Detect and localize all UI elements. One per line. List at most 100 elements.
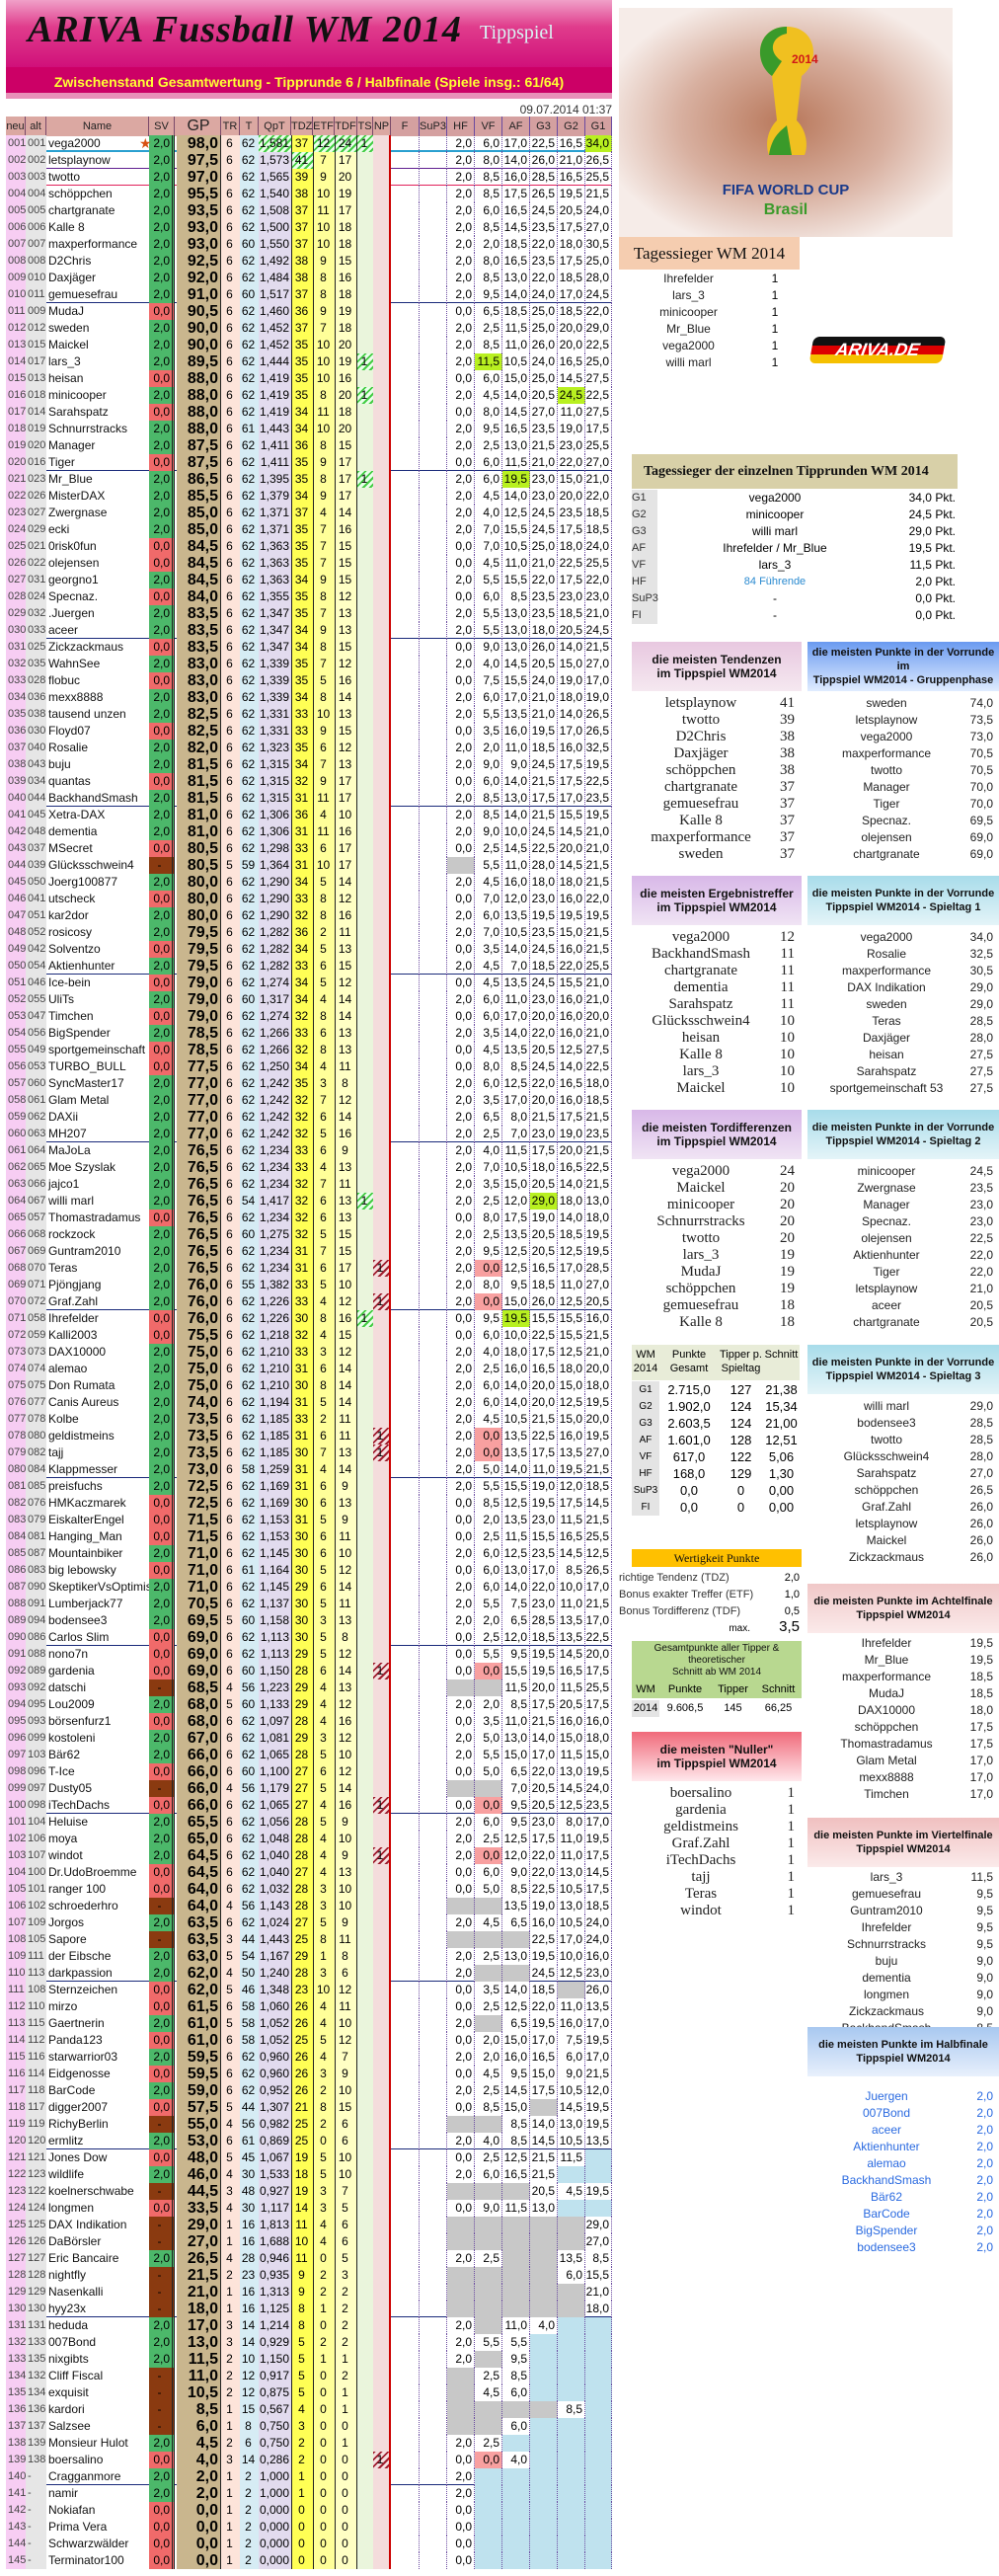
cell-name[interactable]: Nasenkalli — [48, 2285, 104, 2299]
list-name[interactable]: Maickel — [676, 1080, 726, 1096]
cell-name[interactable]: Daxjäger — [48, 271, 97, 284]
list-name[interactable]: Manager — [863, 1198, 910, 1211]
table-row[interactable]: 072 059 Kalli2003 0,0 75,5 6 62 1,218 32 4 15 0,0 6,… — [6, 1327, 612, 1344]
list-name[interactable]: Mr_Blue — [864, 1653, 909, 1667]
cell-name[interactable]: tajj — [48, 1445, 64, 1459]
table-row[interactable]: 034 036 mexx8888 2,0 83,0 6 62 1,339 34 8 14 2,0 6,0… — [6, 689, 612, 706]
list-name[interactable]: bodensee3 — [857, 2240, 916, 2254]
cell-name[interactable]: koelnerschwabe — [48, 2184, 134, 2198]
cell-name[interactable]: heduda — [48, 2318, 89, 2332]
table-row[interactable]: 068 070 Teras 2,0 76,5 6 62 1,234 31 6 17 1 2,0 0,0 12… — [6, 1260, 612, 1277]
list-name[interactable]: mexx8888 — [859, 1770, 914, 1784]
list-name[interactable]: Kalle 8 — [679, 1314, 723, 1330]
list-name[interactable]: Thomastradamus — [840, 1737, 933, 1751]
list-name[interactable]: MudaJ — [868, 1686, 905, 1700]
list-name[interactable]: buju — [875, 1954, 898, 1968]
table-row[interactable]: 081 085 preisfuchs 2,0 72,5 6 62 1,169 31 6 9 2,0 5,… — [6, 1478, 612, 1495]
table-row[interactable]: 071 058 Ihrefelder 0,0 76,0 6 62 1,226 30 8 16 1 0,0… — [6, 1310, 612, 1327]
column-header-g3[interactable]: G3 — [530, 117, 558, 136]
cell-name[interactable]: DAXii — [48, 1110, 79, 1124]
table-row[interactable]: 133 135 nixgibts 2,0 11,5 2 10 1,150 5 1 1 2,0 9,5 — [6, 2351, 612, 2368]
round-winner-name[interactable]: vega2000 — [748, 491, 802, 505]
table-row[interactable]: 061 064 MaJoLa 2,0 76,5 6 62 1,234 33 6 9 2,0 4,0 11,… — [6, 1142, 612, 1159]
cell-name[interactable]: Glücksschwein4 — [48, 858, 134, 872]
list-name[interactable]: letsplaynow — [855, 1517, 918, 1530]
table-row[interactable]: 108 105 Sapore -63,5 3 44 1,443 25 8 11 22,5 17,0 24… — [6, 1931, 612, 1948]
table-row[interactable]: 074 074 alemao 2,0 75,0 6 62 1,210 31 6 14 2,0 2,5 16… — [6, 1361, 612, 1377]
table-row[interactable]: 065 057 Thomastradamus 0,0 76,5 6 62 1,234 32 6 13… — [6, 1210, 612, 1226]
list-name[interactable]: chartgranate — [663, 779, 738, 795]
table-row[interactable]: 050 054 Aktienhunter 2,0 79,5 6 62 1,282 33 6 15 2,… — [6, 958, 612, 975]
cell-name[interactable]: mirzo — [48, 1999, 78, 2013]
table-row[interactable]: 059 062 DAXii 2,0 77,0 6 62 1,242 32 6 14 2,0 6,5 8,0… — [6, 1109, 612, 1126]
table-row[interactable]: 105 101 ranger 100 0,0 64,0 6 62 1,032 28 3 10 0,0 5… — [6, 1881, 612, 1898]
column-header-name[interactable]: Name — [46, 117, 149, 136]
cell-name[interactable]: Panda123 — [48, 2033, 103, 2047]
list-name[interactable]: Tiger — [873, 1265, 900, 1279]
list-name[interactable]: sweden — [678, 846, 724, 862]
column-header-tdz[interactable]: TDZ — [291, 117, 313, 136]
table-row[interactable]: 132 133 007Bond 2,0 13,0 3 14 0,929 5 2 2 2,0 5,5 5,5 — [6, 2334, 612, 2351]
cell-name[interactable]: Sternzeichen — [48, 1983, 118, 1996]
list-name[interactable]: gemuesefrau — [662, 796, 739, 812]
column-header-f[interactable]: F — [391, 117, 420, 136]
cell-name[interactable]: Canis Aureus — [48, 1395, 119, 1409]
cell-name[interactable]: utscheck — [48, 892, 96, 905]
list-name[interactable]: lars_3 — [870, 1870, 903, 1884]
table-row[interactable]: 029 032 .Juergen 2,0 83,5 6 62 1,347 35 7 13 2,0 5,5… — [6, 605, 612, 622]
cell-name[interactable]: alemao — [48, 1362, 88, 1375]
list-name[interactable]: aceer — [871, 2123, 902, 2137]
cell-name[interactable]: sportgemeinschaft 53 — [48, 1043, 149, 1056]
list-name[interactable]: Daxjäger — [862, 1031, 911, 1045]
cell-name[interactable]: Xetra-DAX — [48, 808, 106, 821]
cell-name[interactable]: SyncMaster17 — [48, 1076, 124, 1090]
cell-name[interactable]: tausend unzen — [48, 707, 126, 721]
table-row[interactable]: 001 001 vega2000 2,0 98,0 6 62 1,581 37 12 24 1 2,0 6… — [6, 135, 612, 152]
cell-name[interactable]: windot — [48, 1848, 83, 1862]
list-name[interactable]: Schnurrstracks — [846, 1937, 927, 1951]
cell-name[interactable]: .Juergen — [48, 606, 95, 620]
cell-name[interactable]: BarCode — [48, 2083, 96, 2097]
list-name[interactable]: Daxjäger — [673, 745, 729, 761]
table-row[interactable]: 094 095 Lou2009 2,0 68,0 5 60 1,133 29 4 12 2,0 2,0 8… — [6, 1696, 612, 1713]
list-name[interactable]: twotto — [870, 1433, 902, 1446]
cell-name[interactable]: Zwergnase — [48, 506, 108, 519]
table-row[interactable]: 015 013 heisan 0,0 88,0 6 62 1,419 35 10 16 0,0 6,0 1… — [6, 370, 612, 387]
list-name[interactable]: MudaJ — [680, 1264, 722, 1280]
table-row[interactable]: 030 033 aceer 2,0 83,5 6 62 1,347 34 9 13 2,0 5,5 13,… — [6, 622, 612, 639]
list-name[interactable]: minicooper — [857, 1164, 916, 1178]
table-row[interactable]: 045 050 Joerg100877 2,0 80,0 6 62 1,290 34 5 14 2,0… — [6, 874, 612, 891]
table-row[interactable]: 106 102 schroederhro -64,0 4 56 1,143 28 3 10 13,5… — [6, 1898, 612, 1914]
column-header-alt[interactable]: alt — [26, 117, 46, 136]
cell-name[interactable]: rosicosy — [48, 925, 93, 939]
cell-name[interactable]: Maickel — [48, 338, 89, 351]
cell-name[interactable]: Solventzo — [48, 942, 101, 956]
table-row[interactable]: 131 131 heduda 2,0 17,0 3 14 1,214 8 0 2 2,0 11,0 4,0 — [6, 2317, 612, 2334]
table-row[interactable]: 099 097 Dusty05-66,0 4 56 1,179 27 5 14 7,0 20,5 14… — [6, 1780, 612, 1797]
list-name[interactable]: Ihrefelder — [861, 1920, 912, 1934]
cell-name[interactable]: Gaertnerin — [48, 2016, 105, 2030]
list-name[interactable]: schöppchen — [665, 762, 736, 778]
table-row[interactable]: 044 039 Glücksschwein4-80,5 5 59 1,364 31 10 17 5… — [6, 857, 612, 874]
list-name[interactable]: Glücksschwein4 — [843, 1449, 930, 1463]
list-name[interactable]: gemuesefrau — [851, 1887, 922, 1901]
table-row[interactable]: 104 100 Dr.UdoBroemme 0,0 64,5 6 62 1,040 27 4 13 0… — [6, 1864, 612, 1881]
cell-name[interactable]: WahnSee — [48, 657, 101, 670]
list-name[interactable]: Rosalie — [866, 947, 907, 961]
table-row[interactable]: 023 027 Zwergnase 2,0 85,0 6 62 1,371 37 4 14 2,0 4,… — [6, 505, 612, 521]
cell-name[interactable]: Don Rumata — [48, 1378, 115, 1392]
tagessieger-name[interactable]: Mr_Blue — [666, 322, 711, 336]
list-name[interactable]: BarCode — [863, 2207, 910, 2221]
tagessieger-name[interactable]: vega2000 — [662, 339, 715, 352]
cell-name[interactable]: Manager — [48, 438, 96, 452]
column-header-tdf[interactable]: TDF — [335, 117, 357, 136]
table-row[interactable]: 004 004 schöppchen 2,0 95,5 6 62 1,540 38 10 19 2,0… — [6, 186, 612, 202]
list-name[interactable]: Graf.Zahl — [861, 1500, 911, 1514]
table-row[interactable]: 014 017 lars_3 2,0 89,5 6 62 1,444 35 10 19 1 2,0 11,… — [6, 353, 612, 370]
table-row[interactable]: 090 086 Carlos Slim 0,0 69,0 6 62 1,113 30 5 8 0,0 2… — [6, 1629, 612, 1646]
cell-name[interactable]: Rosalie — [48, 741, 89, 754]
cell-name[interactable]: buju — [48, 757, 71, 771]
table-row[interactable]: 128 128 nightfly -21,5 2 23 0,935 9 2 3 6,0 15,5 — [6, 2267, 612, 2284]
table-row[interactable]: 114 112 Panda123 0,0 61,0 6 58 1,052 25 5 12 0,0 2,0… — [6, 2032, 612, 2049]
column-header-g2[interactable]: G2 — [558, 117, 585, 136]
